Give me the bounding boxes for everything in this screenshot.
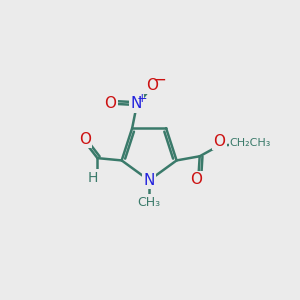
Text: O: O xyxy=(104,96,116,111)
Text: CH₂CH₃: CH₂CH₃ xyxy=(230,138,271,148)
Text: CH₃: CH₃ xyxy=(138,196,161,208)
Text: N: N xyxy=(143,173,155,188)
Text: +: + xyxy=(136,92,147,105)
Text: N: N xyxy=(130,96,142,111)
Text: O: O xyxy=(146,78,158,93)
Text: O: O xyxy=(213,134,225,149)
Text: O: O xyxy=(190,172,202,187)
Text: −: − xyxy=(152,70,167,88)
Text: O: O xyxy=(79,132,91,147)
Text: H: H xyxy=(87,170,98,184)
